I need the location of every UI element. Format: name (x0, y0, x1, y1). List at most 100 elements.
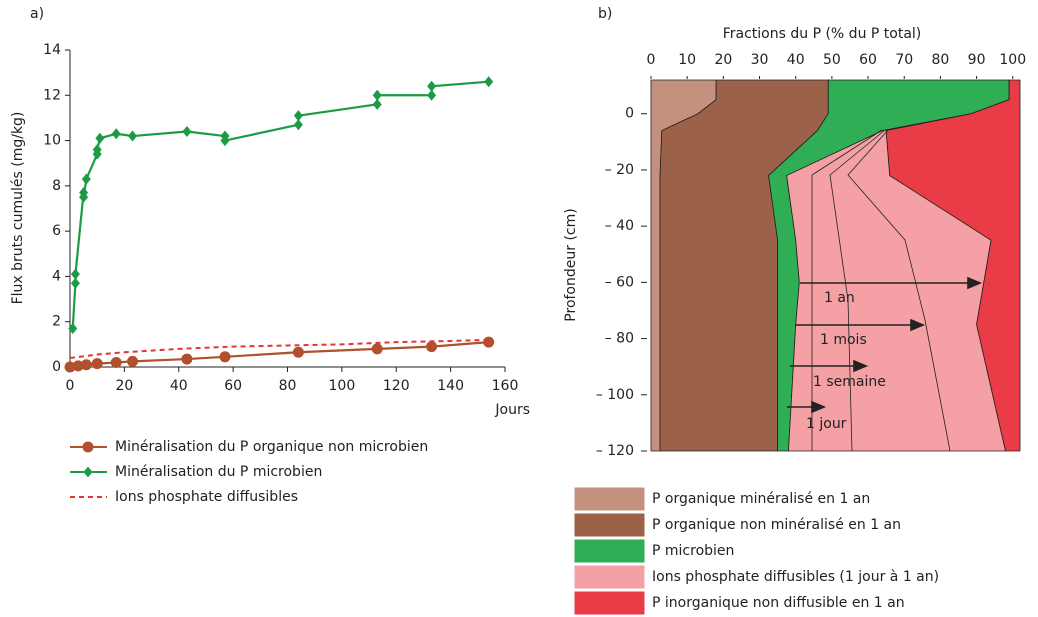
point (219, 351, 231, 363)
arrow-head (811, 400, 827, 414)
x-tick-label: 40 (787, 52, 805, 68)
point (92, 144, 102, 156)
point (181, 353, 193, 365)
y-axis-label: Profondeur (cm) (563, 208, 579, 321)
y-tick-label: 0 (625, 106, 634, 122)
point (427, 80, 437, 92)
annotation: 1 mois (820, 332, 867, 348)
point (127, 355, 139, 367)
x-tick-label: 80 (279, 378, 297, 394)
y-tick-label: 14 (43, 42, 61, 58)
legend-swatch (573, 486, 646, 512)
x-tick-label: 120 (383, 378, 410, 394)
time-boundary (829, 129, 886, 452)
point (426, 341, 438, 353)
y-tick-label: – 20 (605, 162, 634, 178)
y-tick-label: – 40 (605, 218, 634, 234)
point (128, 130, 138, 142)
x-tick-label: 0 (66, 378, 75, 394)
y-tick-label: 0 (52, 359, 61, 375)
y-tick-label: 10 (43, 133, 61, 149)
point (83, 466, 93, 478)
point (91, 358, 103, 370)
x-tick-label: 20 (115, 378, 133, 394)
legend-label: P microbien (652, 543, 734, 559)
x-tick-label: 80 (931, 52, 949, 68)
x-tick-label: 50 (823, 52, 841, 68)
legend-swatch (573, 564, 646, 590)
x-tick-label: 60 (859, 52, 877, 68)
x-tick-label: 40 (170, 378, 188, 394)
point (70, 277, 80, 289)
y-tick-label: 12 (43, 87, 61, 103)
point (371, 343, 383, 355)
legend-label: Ions phosphate diffusibles (1 jour à 1 a… (652, 569, 939, 585)
point (484, 76, 494, 88)
y-tick-label: 6 (52, 223, 61, 239)
y-tick-label: – 100 (596, 387, 634, 403)
arrows (787, 276, 983, 414)
legend-swatch (573, 512, 646, 538)
x-axis-label: Fractions du P (% du P total) (723, 26, 922, 42)
time-boundary (811, 129, 883, 451)
x-tick-label: 10 (678, 52, 696, 68)
arrow-head (967, 276, 983, 290)
point (372, 89, 382, 101)
series-line (71, 80, 489, 329)
point (70, 268, 80, 280)
area (885, 79, 1021, 452)
annotation: 1 an (824, 290, 855, 306)
point (72, 360, 84, 372)
arrow-head (853, 359, 869, 373)
legend-label: P inorganique non diffusible en 1 an (652, 595, 905, 611)
plot-b (650, 79, 1021, 452)
point (95, 132, 105, 144)
y-tick-label: – 80 (605, 331, 634, 347)
legend-swatch (573, 538, 646, 564)
legend-label: P organique minéralisé en 1 an (652, 491, 870, 507)
x-tick-label: 20 (714, 52, 732, 68)
panel-label: a) (30, 6, 44, 22)
point (483, 336, 495, 348)
legend-label: Minéralisation du P organique non microb… (115, 439, 428, 455)
point (220, 135, 230, 147)
x-tick-label: 30 (751, 52, 769, 68)
point (293, 110, 303, 122)
x-tick-label: 160 (492, 378, 519, 394)
point (64, 361, 76, 373)
y-tick-label: 8 (52, 178, 61, 194)
time-boundary (847, 129, 951, 452)
annotation: 1 jour (806, 416, 847, 432)
x-tick-label: 90 (968, 52, 986, 68)
y-axis-label: Flux bruts cumulés (mg/kg) (10, 112, 26, 305)
pink-subdivisions (811, 129, 951, 452)
legend-label: Ions phosphate diffusibles (115, 489, 298, 505)
x-tick-label: 70 (895, 52, 913, 68)
point (81, 173, 91, 185)
point (293, 119, 303, 131)
point (372, 98, 382, 110)
y-tick-label: – 120 (596, 443, 634, 459)
point (427, 89, 437, 101)
arrow-head (910, 318, 926, 332)
point (111, 128, 121, 140)
x-tick-label: 140 (437, 378, 464, 394)
legend-swatch (573, 590, 646, 616)
point (79, 191, 89, 203)
x-tick-label: 0 (647, 52, 656, 68)
y-tick-label: – 60 (605, 274, 634, 290)
point (110, 356, 122, 368)
point (68, 323, 78, 335)
x-tick-label: 60 (224, 378, 242, 394)
point (82, 441, 94, 453)
point (182, 126, 192, 138)
x-tick-label: 100 (329, 378, 356, 394)
x-axis-label: Jours (494, 402, 530, 418)
annotation: 1 semaine (813, 374, 886, 390)
point (292, 346, 304, 358)
y-tick-label: 2 (52, 314, 61, 330)
legend-label: P organique non minéralisé en 1 an (652, 517, 901, 533)
panel-label: b) (598, 6, 612, 22)
x-tick-label: 100 (999, 52, 1026, 68)
